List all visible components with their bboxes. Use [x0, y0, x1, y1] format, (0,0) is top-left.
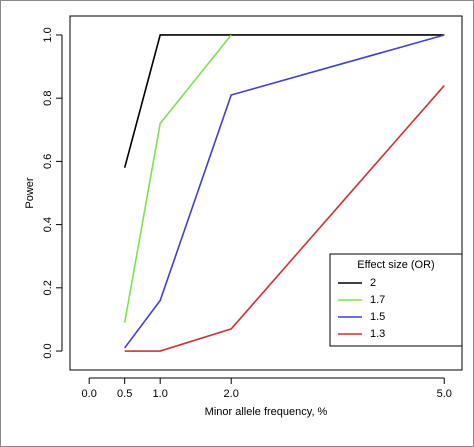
y-tick-label: 0.0 [42, 343, 54, 358]
y-tick-label: 1.0 [42, 27, 54, 42]
x-axis-label: Minor allele frequency, % [205, 406, 328, 418]
series-line [124, 34, 445, 349]
x-tick-label: 5.0 [437, 388, 452, 400]
x-tick-label: 0.5 [117, 388, 132, 400]
legend-label: 1.5 [370, 311, 385, 323]
plot-frame [69, 15, 463, 371]
x-tick-label: 0.0 [82, 388, 97, 400]
legend-label: 2 [370, 277, 376, 289]
y-tick-label: 0.2 [42, 280, 54, 295]
series-line [124, 85, 445, 352]
legend-label: 1.7 [370, 294, 385, 306]
y-tick-label: 0.4 [42, 217, 54, 232]
series-line [123, 34, 232, 323]
y-axis-label: Power [24, 177, 36, 209]
legend-label: 1.3 [370, 328, 385, 340]
y-tick-label: 0.6 [42, 154, 54, 169]
x-tick-label: 2.0 [224, 388, 239, 400]
y-tick-label: 0.8 [42, 91, 54, 106]
series-line [123, 34, 445, 168]
legend-title: Effect size (OR) [357, 259, 434, 271]
x-tick-label: 1.0 [153, 388, 168, 400]
